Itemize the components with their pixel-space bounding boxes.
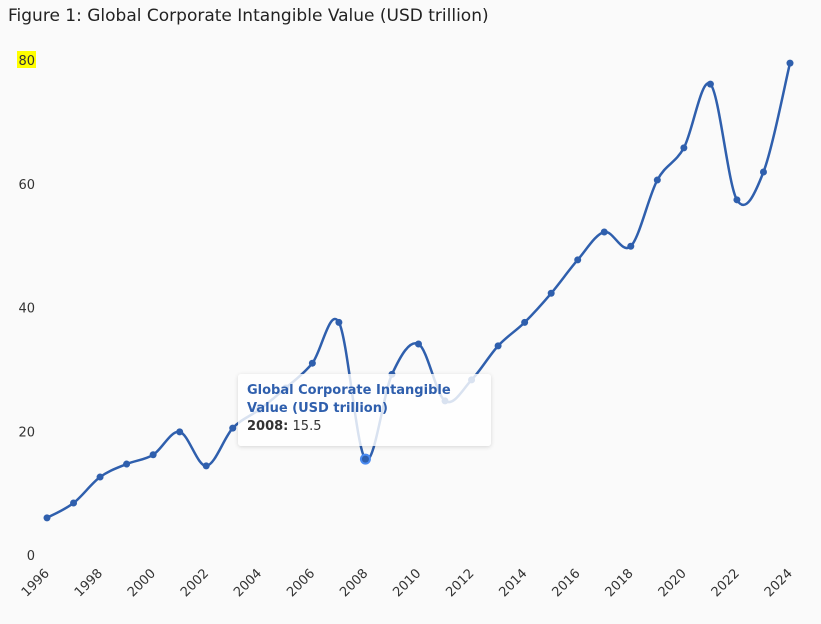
x-tick-label: 2004: [231, 566, 265, 600]
y-tick-label: 80: [18, 54, 35, 69]
data-point[interactable]: [706, 80, 714, 88]
data-point[interactable]: [600, 228, 608, 236]
y-tick-highlight: [17, 51, 36, 68]
data-point[interactable]: [335, 318, 343, 326]
data-point[interactable]: [521, 318, 529, 326]
data-point[interactable]: [176, 428, 184, 436]
x-tick-label: 2002: [178, 566, 212, 600]
data-point[interactable]: [547, 289, 555, 297]
data-point[interactable]: [123, 460, 131, 468]
data-point[interactable]: [43, 514, 51, 522]
data-point[interactable]: [574, 256, 582, 264]
tooltip-value: 15.5: [292, 419, 322, 434]
data-point[interactable]: [149, 451, 157, 459]
data-point[interactable]: [229, 424, 237, 432]
data-point[interactable]: [308, 359, 316, 367]
x-tick-label: 2010: [390, 566, 424, 600]
y-tick-label: 40: [18, 302, 35, 317]
y-tick-label: 20: [18, 425, 35, 440]
x-tick-label: 2006: [284, 566, 318, 600]
data-point[interactable]: [759, 168, 767, 176]
x-tick-label: 1996: [19, 566, 53, 600]
data-point[interactable]: [786, 59, 794, 67]
tooltip: Global Corporate Intangible Value (USD t…: [238, 374, 491, 446]
y-tick-label: 0: [27, 549, 35, 564]
x-tick-label: 2014: [496, 566, 530, 600]
data-point[interactable]: [494, 342, 502, 350]
x-tick-label: 2016: [550, 566, 584, 600]
x-tick-label: 2022: [709, 566, 743, 600]
data-point[interactable]: [96, 473, 104, 481]
x-tick-label: 2012: [443, 566, 477, 600]
x-tick-label: 2008: [337, 566, 371, 600]
series-line: [46, 62, 792, 519]
data-point[interactable]: [202, 462, 210, 470]
x-tick-label: 1998: [72, 566, 106, 600]
chart-title: Figure 1: Global Corporate Intangible Va…: [8, 6, 489, 26]
x-tick-label: 2018: [603, 566, 637, 600]
data-point[interactable]: [653, 176, 661, 184]
data-point[interactable]: [733, 196, 741, 204]
y-tick-label: 60: [18, 178, 35, 193]
x-tick-label: 2020: [656, 566, 690, 600]
x-tick-label: 2000: [125, 566, 159, 600]
data-point[interactable]: [627, 242, 635, 250]
x-tick-label: 2024: [762, 566, 796, 600]
tooltip-x: 2008:: [247, 419, 289, 434]
data-point[interactable]: [361, 455, 369, 463]
tooltip-series: Global Corporate Intangible Value (USD t…: [247, 383, 451, 416]
data-point[interactable]: [415, 340, 422, 348]
data-point[interactable]: [70, 499, 78, 507]
data-point[interactable]: [680, 144, 688, 152]
